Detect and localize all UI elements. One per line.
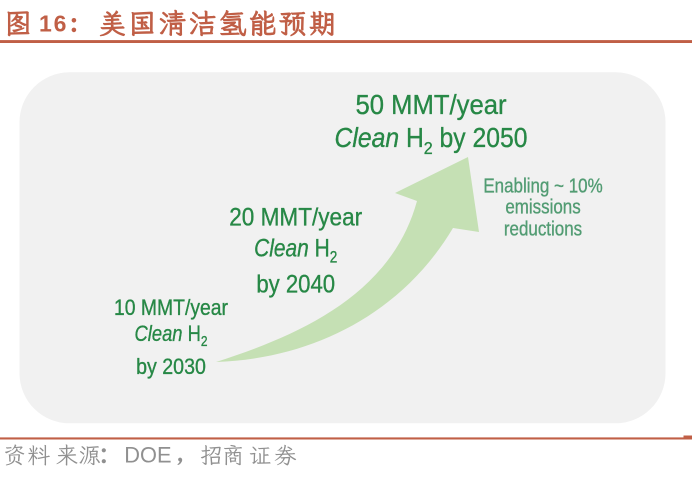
svg-text:Clean H2 by 2050: Clean H2 by 2050 bbox=[335, 122, 528, 158]
svg-text:16: 16 bbox=[39, 10, 68, 36]
svg-text:50 MMT/year: 50 MMT/year bbox=[355, 89, 506, 120]
svg-text:Clean H2: Clean H2 bbox=[135, 322, 208, 349]
svg-text:reductions: reductions bbox=[504, 217, 582, 240]
svg-text:DOE: DOE bbox=[124, 443, 171, 468]
svg-text:by 2040: by 2040 bbox=[256, 270, 335, 299]
svg-text:Clean H2: Clean H2 bbox=[254, 234, 337, 267]
svg-text:by 2030: by 2030 bbox=[136, 355, 206, 379]
svg-text:20 MMT/year: 20 MMT/year bbox=[229, 203, 362, 232]
svg-text:Enabling ~ 10%: Enabling ~ 10% bbox=[483, 174, 603, 197]
svg-text:emissions: emissions bbox=[505, 195, 580, 218]
svg-text:10 MMT/year: 10 MMT/year bbox=[114, 296, 228, 321]
